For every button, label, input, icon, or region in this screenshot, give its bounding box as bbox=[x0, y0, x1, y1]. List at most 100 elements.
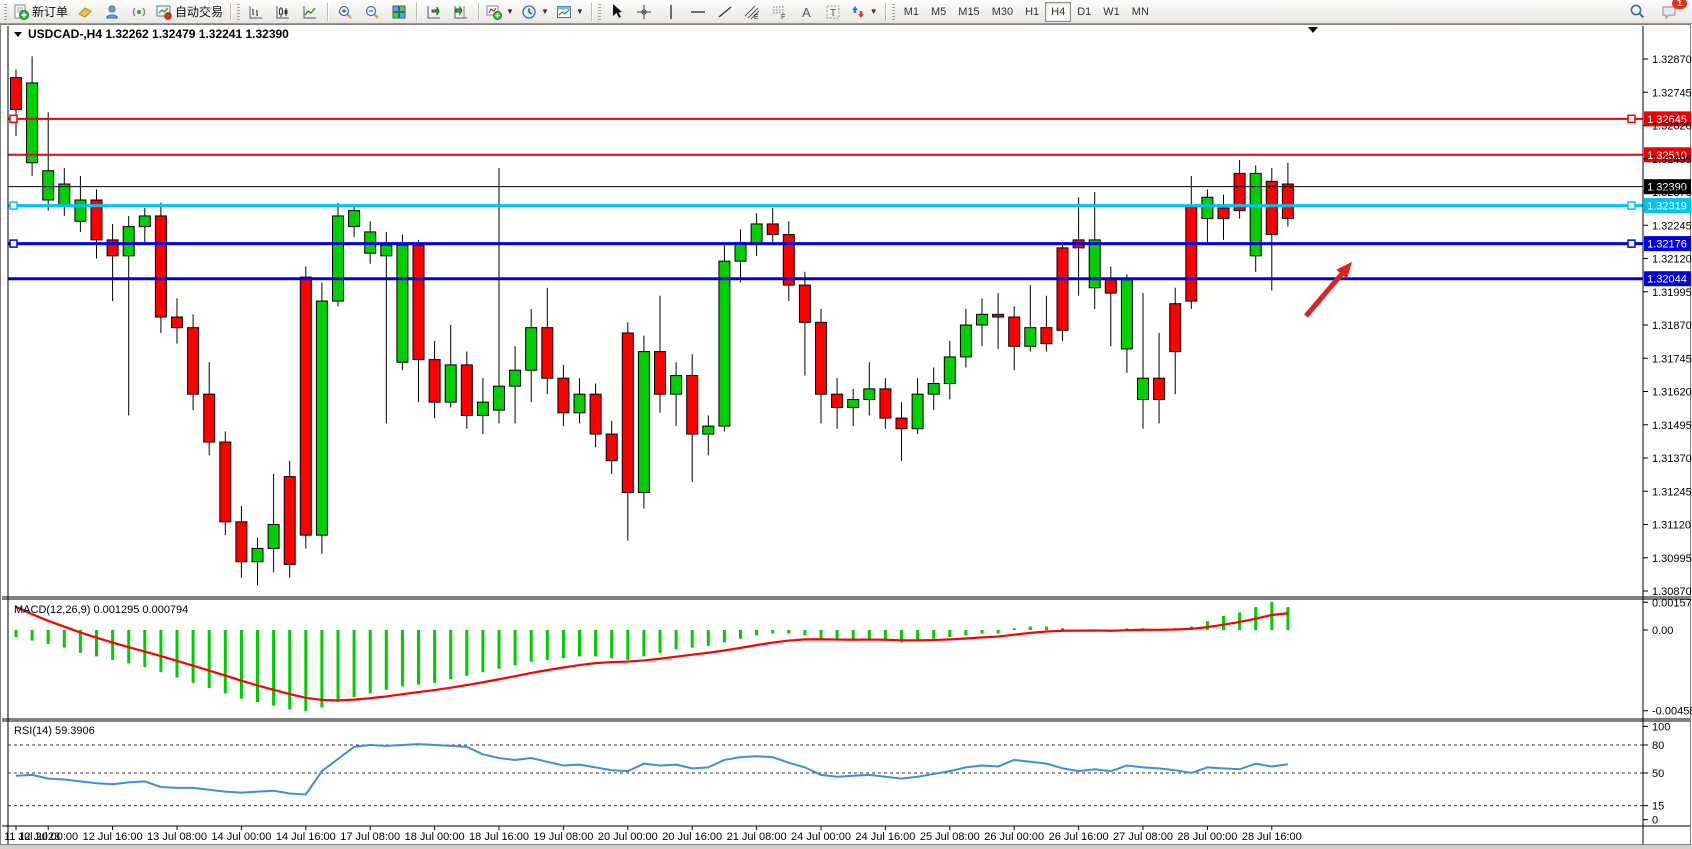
horizontal-line-object[interactable]: 1.32510 bbox=[8, 147, 1691, 163]
chart-window: 1.32645 1.32510 1.32390 1.32319 1.32176 1.320… bbox=[0, 24, 1692, 849]
candlestick-button[interactable] bbox=[270, 1, 296, 23]
horizontal-line-object[interactable]: 1.32319 bbox=[8, 198, 1691, 214]
metaeditor-button[interactable] bbox=[72, 1, 98, 23]
candle-body bbox=[348, 210, 361, 228]
candlestick-icon bbox=[275, 4, 291, 20]
cursor-tool-button[interactable] bbox=[604, 1, 630, 23]
candle-body bbox=[444, 364, 457, 403]
line-anchor-handle[interactable] bbox=[9, 114, 18, 124]
search-button[interactable] bbox=[1624, 1, 1650, 23]
signals-button[interactable] bbox=[126, 1, 152, 23]
zoom-out-button[interactable] bbox=[359, 1, 385, 23]
timeframe-button-m5[interactable]: M5 bbox=[931, 5, 947, 18]
arrow-shaft[interactable] bbox=[1304, 272, 1344, 318]
arrow-annotation[interactable] bbox=[1304, 262, 1352, 318]
auto-scroll-button[interactable] bbox=[421, 1, 447, 23]
timeframe-button-m30[interactable]: M30 bbox=[991, 5, 1014, 18]
horizontal-line-object[interactable]: 1.32645 bbox=[8, 111, 1691, 127]
toolbar-grip[interactable] bbox=[4, 3, 7, 20]
candle-body bbox=[718, 260, 731, 427]
candle-body bbox=[187, 327, 200, 395]
arrow-head[interactable] bbox=[1336, 262, 1352, 279]
toolbar-grip[interactable] bbox=[237, 3, 241, 20]
toolbar-separator bbox=[230, 2, 232, 21]
timeframe-button-w1[interactable]: W1 bbox=[1103, 5, 1120, 18]
candle-body bbox=[976, 313, 988, 326]
svg-text:E: E bbox=[754, 14, 759, 20]
chart-window-border bbox=[0, 24, 1691, 845]
timeframe-button-m15[interactable]: M15 bbox=[958, 5, 980, 18]
date-label: 12 Jul 00:00 bbox=[18, 831, 78, 843]
bar-chart-icon bbox=[248, 4, 264, 20]
timeframe-button-h4[interactable]: H4 bbox=[1045, 1, 1072, 22]
equidistant-channel-tool-button[interactable]: E bbox=[739, 1, 765, 23]
community-button[interactable] bbox=[99, 1, 125, 23]
templates-button[interactable]: ▼ bbox=[553, 1, 587, 23]
text-tool-button[interactable]: A bbox=[793, 1, 819, 23]
price-tick-label: 1.31620 bbox=[1652, 387, 1692, 399]
price-axis: 1.32870 1.32745 1.32620 1.32495 1.32370 1.322… bbox=[1642, 26, 1692, 844]
bar-chart-button[interactable] bbox=[243, 1, 269, 23]
candle-body bbox=[637, 351, 650, 494]
vertical-line-tool-button[interactable] bbox=[658, 1, 684, 23]
candle bbox=[863, 362, 876, 416]
zoom-out-icon bbox=[364, 4, 380, 20]
search-icon bbox=[1629, 3, 1646, 20]
line-anchor-handle[interactable] bbox=[1627, 239, 1636, 248]
line-anchor-handle[interactable] bbox=[1627, 114, 1636, 124]
candle-body bbox=[10, 77, 22, 111]
candle bbox=[315, 282, 328, 554]
timeframe-button-m1[interactable]: M1 bbox=[903, 5, 919, 18]
candle-body bbox=[509, 369, 522, 387]
candle-body bbox=[525, 327, 538, 371]
candle bbox=[476, 378, 489, 435]
candle bbox=[299, 266, 312, 549]
horizontal-line-object[interactable]: 1.32044 bbox=[8, 271, 1691, 287]
toolbar-separator bbox=[327, 2, 329, 21]
notifications-button[interactable]: 1 bbox=[1656, 0, 1687, 23]
toolbar-grip[interactable] bbox=[891, 3, 895, 20]
fibonacci-tool-button[interactable]: F bbox=[766, 1, 792, 23]
candle-body bbox=[219, 441, 232, 523]
timeframe-button-d1[interactable]: D1 bbox=[1077, 5, 1092, 18]
current-price-line[interactable]: 1.32390 bbox=[8, 179, 1691, 195]
equidistant-channel-icon: E bbox=[744, 4, 760, 20]
timeframe-button-h1[interactable]: H1 bbox=[1025, 5, 1040, 18]
new-order-button[interactable]: 新订单 bbox=[10, 1, 71, 23]
candle bbox=[42, 112, 55, 211]
line-anchor-handle[interactable] bbox=[1627, 201, 1636, 210]
line-anchor-handle[interactable] bbox=[9, 201, 18, 210]
line-anchor-handle[interactable] bbox=[9, 239, 18, 248]
trendline-tool-button[interactable] bbox=[712, 1, 738, 23]
horizontal-line-tool-button[interactable] bbox=[685, 1, 711, 23]
toolbar-grip[interactable] bbox=[597, 3, 601, 20]
autotrading-label: 自动交易 bbox=[175, 5, 224, 19]
usdcad-h4-chart[interactable]: 1.32645 1.32510 1.32390 1.32319 1.32176 1.320… bbox=[0, 24, 1692, 849]
candle-body bbox=[702, 425, 715, 435]
periods-button[interactable]: ▼ bbox=[518, 1, 552, 23]
svg-text:F: F bbox=[781, 14, 785, 20]
date-label: 17 Jul 08:00 bbox=[340, 831, 400, 843]
chevron-down-icon[interactable] bbox=[14, 32, 22, 37]
zoom-in-button[interactable] bbox=[332, 1, 358, 23]
window-bottom-edge bbox=[0, 844, 1692, 849]
candle bbox=[1265, 168, 1278, 291]
crosshair-tool-button[interactable] bbox=[631, 1, 657, 23]
autotrading-button[interactable]: 自动交易 bbox=[153, 1, 226, 23]
tile-windows-button[interactable] bbox=[386, 1, 412, 23]
arrows-tool-button[interactable]: ▼ bbox=[847, 1, 881, 23]
chart-shift-button[interactable] bbox=[448, 1, 474, 23]
candle-body bbox=[476, 401, 489, 416]
candle-body bbox=[283, 476, 296, 565]
price-tick-label: 1.30870 bbox=[1652, 586, 1692, 598]
candle bbox=[879, 378, 892, 429]
text-label-tool-button[interactable]: T bbox=[820, 1, 846, 23]
date-label: 26 Jul 16:00 bbox=[1049, 831, 1109, 843]
horizontal-line-object[interactable]: 1.32176 bbox=[8, 236, 1691, 252]
indicators-button[interactable]: ▼ bbox=[483, 1, 517, 23]
timeframe-button-mn[interactable]: MN bbox=[1131, 5, 1149, 18]
line-chart-button[interactable] bbox=[297, 1, 323, 23]
candle-body bbox=[235, 521, 248, 563]
candle bbox=[428, 340, 441, 419]
candle bbox=[605, 420, 618, 474]
